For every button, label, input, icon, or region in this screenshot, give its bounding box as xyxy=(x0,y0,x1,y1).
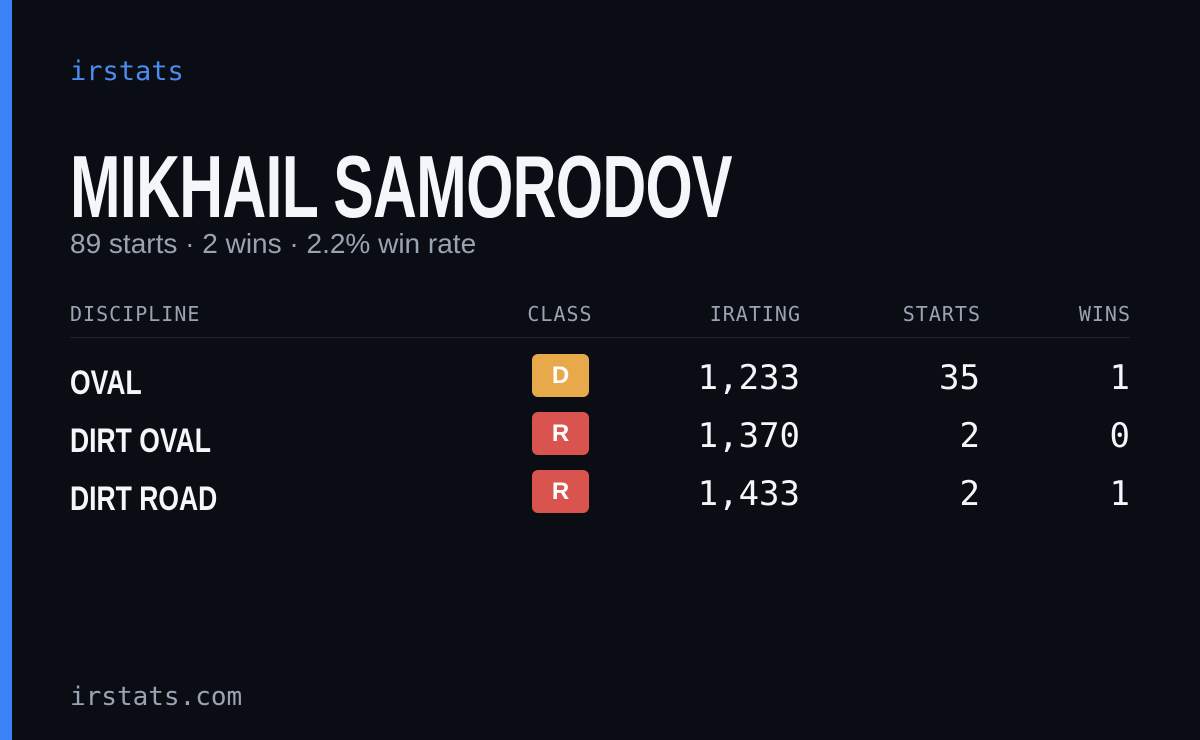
driver-name: MIKHAIL SAMORODOV xyxy=(70,137,733,236)
irating: 1,233 xyxy=(697,358,800,398)
wins: 1 xyxy=(1109,358,1130,398)
discipline: DIRT ROAD xyxy=(70,480,218,518)
wins: 0 xyxy=(1109,416,1130,456)
discipline: OVAL xyxy=(70,364,142,402)
footer-site: irstats.com xyxy=(70,682,243,712)
class-badge: R xyxy=(532,470,589,513)
brand: irstats xyxy=(70,56,184,87)
discipline: DIRT OVAL xyxy=(70,422,211,460)
starts: 35 xyxy=(939,358,980,398)
column-header: DISCIPLINE xyxy=(70,302,201,326)
wins: 1 xyxy=(1109,474,1130,514)
column-header: STARTS xyxy=(902,302,981,326)
class-badge: D xyxy=(532,354,589,397)
header-rule xyxy=(70,337,1130,338)
column-header: WINS xyxy=(1078,302,1131,326)
class-badge: R xyxy=(532,412,589,455)
starts: 2 xyxy=(959,416,980,456)
accent-bar xyxy=(0,0,12,740)
starts: 2 xyxy=(959,474,980,514)
column-header: IRATING xyxy=(709,302,801,326)
column-header: CLASS xyxy=(527,302,593,326)
summary: 89 starts · 2 wins · 2.2% win rate xyxy=(70,228,477,259)
irating: 1,433 xyxy=(697,474,800,514)
irating: 1,370 xyxy=(697,416,800,456)
